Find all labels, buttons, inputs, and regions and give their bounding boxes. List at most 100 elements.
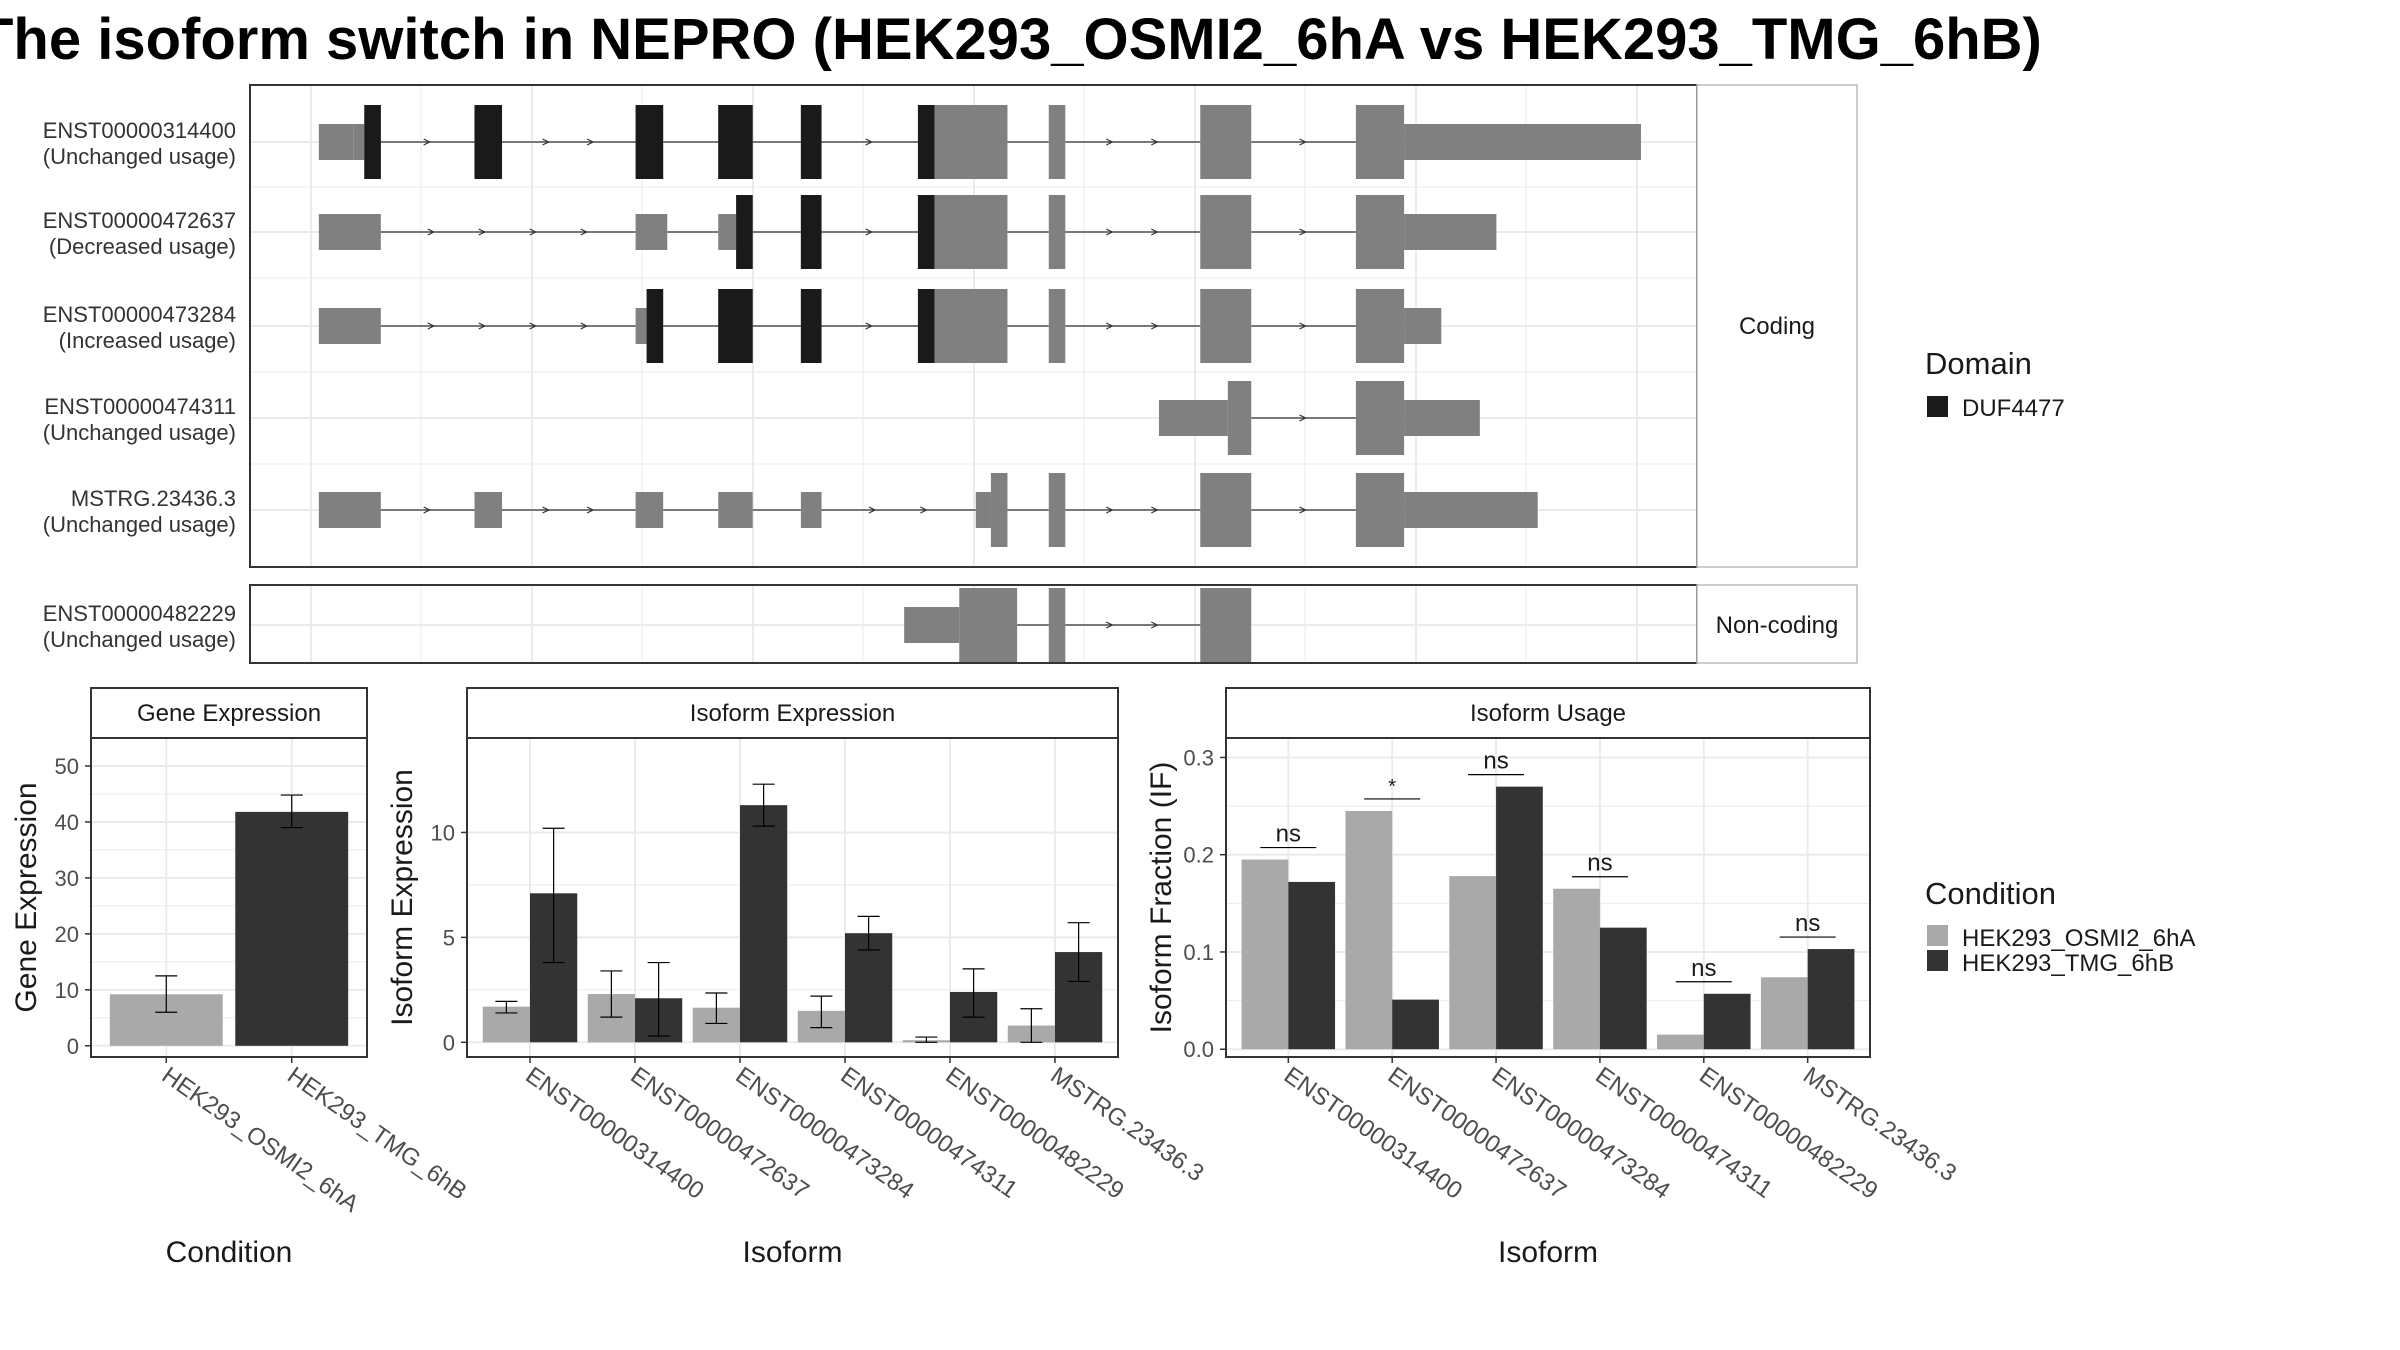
intron-arrow [865,228,874,236]
y-tick-label: 5 [443,925,455,950]
intron-arrow [427,322,436,330]
isoform-bar [1553,888,1600,1050]
cds-exon [934,195,1008,269]
transcript-id-label: ENST00000474311 [44,394,236,419]
figure-title-text: The isoform switch in NEPRO (HEK293_OSMI… [0,7,2042,72]
cds-exon [1200,105,1252,179]
utr-exon [635,308,647,344]
intron-arrow [1299,506,1307,514]
utr-exon [1158,400,1228,436]
intron-arrow [529,322,538,330]
utr-exon [635,492,664,528]
noncoding-strip-label: Non-coding [1716,612,1839,639]
utr-exon [1404,400,1480,436]
domain-legend-swatch [1927,396,1948,417]
cds-exon [1355,473,1405,547]
transcript-id-label: ENST00000472637 [43,208,236,233]
domain-block [474,105,503,179]
y-tick-label: 40 [55,810,79,835]
y-tick-label: 0.2 [1183,843,1214,868]
cds-exon [1048,473,1066,547]
transcript-usage-label: (Unchanged usage) [43,144,236,169]
gene-expression-bar [235,811,349,1046]
cds-exon [1355,381,1405,455]
x-tick-label: ENST00000314400 [1279,1062,1467,1205]
y-tick-label: 20 [55,922,79,947]
isoform-bar [1760,977,1808,1050]
intron-arrow [1151,621,1159,629]
cds-exon [1048,195,1066,269]
cds-exon [1048,588,1066,662]
coding-strip-label: Coding [1739,313,1815,340]
y-tick-label: 0.3 [1183,745,1214,770]
isoform-bar [1703,993,1751,1050]
transcript-id-label: ENST00000482229 [43,601,236,626]
isoform-bar [740,805,788,1043]
domain-block [646,289,664,363]
intron-arrow [529,228,538,236]
utr-exon [353,124,365,160]
domain-block [917,289,935,363]
cds-exon [1048,289,1066,363]
isoform-bar [1599,927,1647,1050]
bar-panel-strip [1225,687,1871,739]
x-tick-label: ENST00000472637 [626,1062,814,1205]
transcript-usage-label: (Increased usage) [59,328,236,353]
condition-legend-swatch [1927,950,1948,971]
cds-exon [934,105,1008,179]
intron-arrow [865,322,874,330]
cds-exon [1355,195,1405,269]
intron-arrow [1151,138,1159,146]
cds-exon [959,588,1018,662]
x-tick-label: ENST00000473284 [1487,1062,1675,1205]
utr-exon [1404,124,1641,160]
y-tick-label: 0.0 [1183,1037,1214,1062]
intron-arrow [1299,138,1307,146]
cds-exon [1355,289,1405,363]
domain-block [917,105,935,179]
intron-arrow [1151,228,1159,236]
domain-block [736,195,753,269]
intron-arrow [586,138,595,146]
utr-exon [800,492,822,528]
significance-label: ns [1795,910,1820,937]
domain-block [800,195,822,269]
utr-exon [718,492,753,528]
domain-block [800,105,822,179]
intron-arrow [865,138,874,146]
y-tick-label: 10 [431,820,455,845]
utr-exon [1404,308,1442,344]
domain-block [635,105,664,179]
utr-exon [474,492,503,528]
y-tick-label: 30 [55,866,79,891]
isoform-bar [1392,999,1439,1050]
utr-exon [1404,214,1497,250]
intron-arrow [1151,506,1159,514]
intron-arrow [1106,322,1114,330]
intron-arrow [423,138,432,146]
domain-block [718,105,753,179]
domain-block [364,105,381,179]
transcript-id-label: ENST00000314400 [43,118,236,143]
condition-legend-label: HEK293_TMG_6hB [1962,950,2174,977]
isoform-bar [1657,1034,1704,1050]
cds-exon [1355,105,1405,179]
y-tick-label: 0 [443,1030,455,1055]
intron-arrow [478,228,487,236]
isoform-bar [1241,859,1289,1050]
intron-arrow [1151,322,1159,330]
transcript-id-label: MSTRG.23436.3 [71,486,236,511]
intron-arrow [868,506,877,514]
transcript-id-label: ENST00000473284 [43,302,236,327]
noncoding-strip [1696,584,1858,664]
utr-exon [318,492,381,528]
intron-arrow [1106,228,1114,236]
condition-legend-label: HEK293_OSMI2_6hA [1962,925,2195,952]
coding-strip [1696,84,1858,568]
utr-exon [318,214,381,250]
utr-exon [904,607,960,643]
intron-arrow [580,322,589,330]
condition-legend-title: Condition [1925,876,2056,911]
